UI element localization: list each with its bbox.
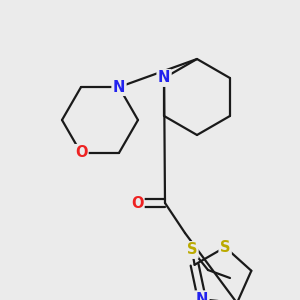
- Text: N: N: [113, 80, 125, 94]
- Text: N: N: [196, 292, 208, 300]
- Text: O: O: [75, 146, 87, 160]
- Text: S: S: [220, 240, 230, 255]
- Text: N: N: [158, 70, 170, 86]
- Text: O: O: [131, 196, 143, 211]
- Text: S: S: [187, 242, 197, 257]
